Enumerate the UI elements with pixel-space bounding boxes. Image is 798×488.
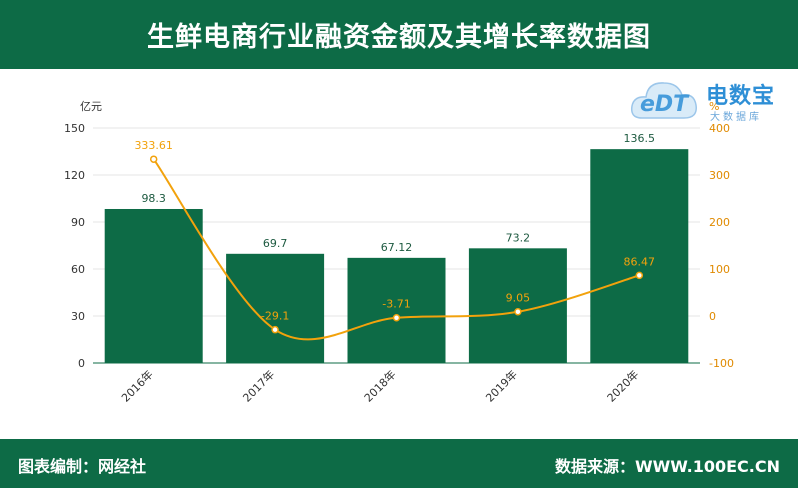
growth-rate-line bbox=[152, 158, 640, 341]
y2-axis-label: % bbox=[709, 100, 719, 113]
bar bbox=[347, 257, 446, 363]
chart-title: 生鲜电商行业融资金额及其增长率数据图 bbox=[147, 22, 651, 53]
y-tick-label: 120 bbox=[64, 169, 85, 182]
x-tick-label: 2016年 bbox=[118, 367, 155, 404]
footer-credit: 图表编制：网经社 bbox=[18, 457, 147, 476]
line-value-label: 333.61 bbox=[134, 139, 173, 152]
x-tick-label: 2017年 bbox=[240, 367, 277, 404]
y2-tick-label: -100 bbox=[709, 357, 734, 370]
title-bar: 生鲜电商行业融资金额及其增长率数据图 bbox=[0, 0, 798, 69]
cloud-icon bbox=[630, 82, 697, 119]
bar bbox=[104, 208, 203, 363]
line-value-label: -3.71 bbox=[382, 298, 410, 311]
y-tick-label: 150 bbox=[64, 122, 85, 135]
y2-tick-label: 300 bbox=[709, 169, 730, 182]
y-tick-label: 30 bbox=[71, 310, 85, 323]
y-tick-label: 0 bbox=[78, 357, 85, 370]
logo-subtitle: 大数据库 bbox=[710, 112, 762, 123]
y-tick-label: 90 bbox=[71, 216, 85, 229]
line-value-label: -29.1 bbox=[261, 310, 289, 323]
bar bbox=[590, 149, 689, 363]
chart: 0 30 60 90 120 150 -100 0 100 200 300 400 亿元 % 98.3 69.… bbox=[64, 100, 734, 405]
line-point bbox=[635, 271, 644, 280]
y-tick-label: 60 bbox=[71, 263, 85, 276]
line-point bbox=[271, 325, 279, 334]
logo-name: 电数宝 bbox=[706, 84, 776, 109]
line-value-label: 9.05 bbox=[506, 292, 531, 305]
line-value-label: 86.47 bbox=[624, 255, 656, 268]
x-tick-label: 2020年 bbox=[604, 367, 641, 404]
y2-tick-label: 400 bbox=[709, 122, 730, 135]
bar-value-label: 73.2 bbox=[506, 231, 531, 244]
y-axis-label: 亿元 bbox=[80, 100, 102, 113]
line-point bbox=[149, 155, 158, 163]
bar-value-label: 98.3 bbox=[141, 192, 166, 205]
line-point bbox=[392, 313, 401, 322]
brand-logo: eDT 电数宝 大数据库 bbox=[628, 72, 794, 134]
y2-tick-label: 0 bbox=[709, 310, 716, 323]
footer-source: 数据来源：WWW.100EC.CN bbox=[554, 457, 780, 476]
x-tick-label: 2019年 bbox=[483, 367, 520, 404]
bar bbox=[468, 248, 567, 363]
line-point bbox=[514, 307, 522, 316]
logo-mark: eDT bbox=[640, 92, 689, 117]
bar-value-label: 69.7 bbox=[263, 237, 288, 250]
bar-value-label: 136.5 bbox=[624, 132, 656, 145]
footer-bar: 图表编制：网经社 数据来源：WWW.100EC.CN bbox=[0, 439, 798, 488]
x-tick-label: 2018年 bbox=[361, 367, 398, 404]
y2-tick-label: 200 bbox=[709, 216, 730, 229]
bar-value-label: 67.12 bbox=[381, 241, 413, 254]
y2-tick-label: 100 bbox=[709, 263, 730, 276]
bar bbox=[226, 253, 325, 363]
